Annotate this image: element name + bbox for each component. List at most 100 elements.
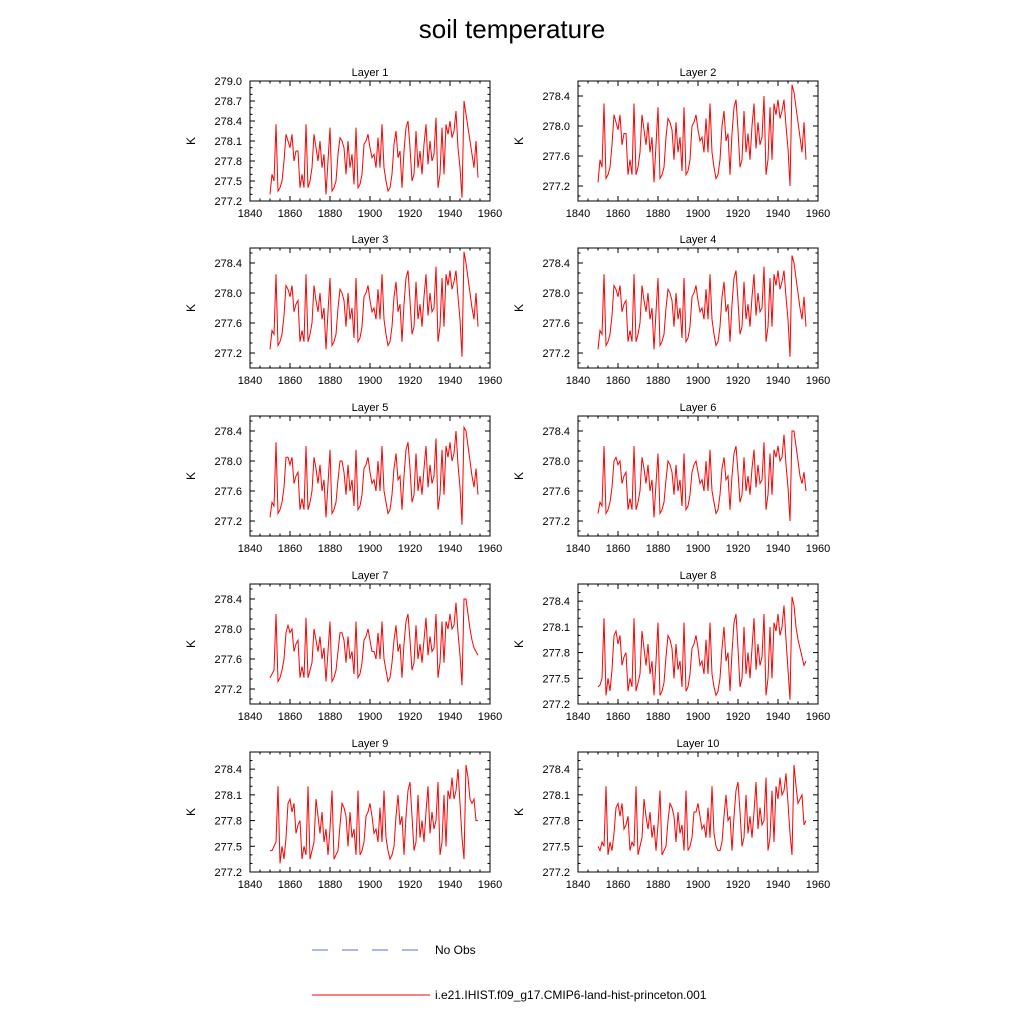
- x-tick-label: 1920: [726, 375, 750, 387]
- y-tick-label: 277.6: [214, 318, 242, 330]
- x-tick-label: 1920: [398, 208, 422, 220]
- y-axis-label: K: [512, 304, 526, 312]
- x-tick-label: 1840: [238, 879, 262, 891]
- x-tick-label: 1860: [606, 711, 630, 723]
- x-tick-label: 1900: [358, 375, 382, 387]
- x-tick-label: 1860: [606, 208, 630, 220]
- panel-1: Layer 1 K 1840 1860 1880 1900 1920 1940 1960 277.…: [184, 67, 502, 220]
- x-tick-label: 1860: [606, 375, 630, 387]
- y-tick-label: 278.0: [542, 456, 570, 468]
- x-tick-label: 1960: [806, 543, 830, 555]
- y-tick-label: 277.6: [214, 486, 242, 498]
- y-axis-label: K: [184, 137, 198, 145]
- x-tick-label: 1920: [726, 543, 750, 555]
- panel-9: Layer 9 K 1840 1860 1880 1900 1920 1940 1960 277.…: [184, 738, 502, 891]
- plot-frame: [249, 415, 491, 537]
- x-tick-label: 1880: [646, 375, 670, 387]
- plot-frame: [249, 751, 491, 873]
- panel-title: Layer 9: [352, 738, 389, 750]
- y-tick-label: 278.4: [542, 596, 570, 608]
- y-axis-label: K: [512, 472, 526, 480]
- x-tick-label: 1960: [478, 208, 502, 220]
- y-axis-label: K: [184, 640, 198, 648]
- x-tick-label: 1900: [686, 208, 710, 220]
- y-tick-label: 277.6: [542, 318, 570, 330]
- x-tick-label: 1860: [278, 375, 302, 387]
- y-tick-label: 278.0: [542, 288, 570, 300]
- plot-frame: [249, 583, 491, 705]
- y-tick-label: 277.8: [214, 156, 242, 168]
- panel-3: Layer 3 K 1840 1860 1880 1900 1920 1940 1960 277.…: [184, 234, 502, 387]
- x-tick-label: 1880: [646, 543, 670, 555]
- x-tick-label: 1940: [438, 543, 462, 555]
- y-tick-label: 278.4: [214, 764, 242, 776]
- x-tick-label: 1840: [238, 711, 262, 723]
- panel-title: Layer 3: [352, 234, 389, 246]
- x-tick-label: 1960: [478, 711, 502, 723]
- x-tick-label: 1920: [398, 711, 422, 723]
- panel-6: Layer 6 K 1840 1860 1880 1900 1920 1940 1960 277.…: [512, 402, 830, 555]
- plot-frame: [577, 80, 819, 202]
- y-tick-label: 277.2: [214, 348, 242, 360]
- y-tick-label: 278.4: [542, 426, 570, 438]
- panel-7: Layer 7 K 1840 1860 1880 1900 1920 1940 1960 277.…: [184, 570, 502, 723]
- x-tick-label: 1900: [358, 879, 382, 891]
- plot-frame: [577, 751, 819, 873]
- x-tick-label: 1940: [766, 711, 790, 723]
- x-tick-label: 1920: [398, 879, 422, 891]
- figure-title: soil temperature: [418, 14, 606, 44]
- y-tick-label: 278.4: [214, 426, 242, 438]
- x-tick-label: 1840: [566, 543, 590, 555]
- series-line: [270, 764, 478, 864]
- y-tick-label: 278.0: [214, 456, 242, 468]
- x-tick-label: 1860: [606, 879, 630, 891]
- y-tick-label: 278.1: [542, 622, 570, 634]
- y-tick-label: 277.2: [542, 516, 570, 528]
- x-tick-label: 1840: [566, 375, 590, 387]
- panel-4: Layer 4 K 1840 1860 1880 1900 1920 1940 1960 277.…: [512, 234, 830, 387]
- y-tick-label: 278.0: [214, 288, 242, 300]
- panel-title: Layer 2: [680, 67, 717, 79]
- y-tick-label: 277.2: [542, 867, 570, 879]
- y-tick-label: 277.8: [542, 816, 570, 828]
- y-tick-label: 277.6: [214, 654, 242, 666]
- y-tick-label: 278.1: [542, 790, 570, 802]
- y-axis-label: K: [512, 137, 526, 145]
- panel-2: Layer 2 K 1840 1860 1880 1900 1920 1940 1960 277.…: [512, 67, 830, 220]
- y-tick-label: 277.2: [542, 181, 570, 193]
- y-tick-label: 278.1: [214, 790, 242, 802]
- plot-frame: [577, 415, 819, 537]
- x-tick-label: 1880: [646, 208, 670, 220]
- y-tick-label: 277.2: [214, 196, 242, 208]
- panel-8: Layer 8 K 1840 1860 1880 1900 1920 1940 1960 277.…: [512, 570, 830, 723]
- y-tick-label: 279.0: [214, 76, 242, 88]
- x-tick-label: 1940: [766, 543, 790, 555]
- panel-title: Layer 10: [677, 738, 720, 750]
- x-tick-label: 1840: [566, 879, 590, 891]
- y-tick-label: 278.0: [542, 121, 570, 133]
- x-tick-label: 1940: [438, 879, 462, 891]
- x-tick-label: 1920: [398, 543, 422, 555]
- x-tick-label: 1880: [318, 375, 342, 387]
- x-tick-label: 1900: [358, 208, 382, 220]
- y-tick-label: 277.8: [542, 648, 570, 660]
- y-tick-label: 277.5: [214, 841, 242, 853]
- x-tick-label: 1960: [806, 711, 830, 723]
- x-tick-label: 1840: [238, 208, 262, 220]
- x-tick-label: 1920: [398, 375, 422, 387]
- x-tick-label: 1960: [806, 375, 830, 387]
- series-line: [597, 764, 807, 856]
- x-tick-label: 1860: [278, 208, 302, 220]
- x-tick-label: 1940: [438, 711, 462, 723]
- series-line: [269, 425, 479, 525]
- x-tick-label: 1880: [318, 208, 342, 220]
- y-tick-label: 277.5: [214, 176, 242, 188]
- y-tick-label: 277.2: [214, 684, 242, 696]
- x-tick-label: 1940: [438, 208, 462, 220]
- x-tick-label: 1840: [238, 375, 262, 387]
- x-tick-label: 1860: [606, 543, 630, 555]
- series-line: [597, 596, 807, 700]
- y-tick-label: 277.8: [214, 816, 242, 828]
- x-tick-label: 1900: [686, 711, 710, 723]
